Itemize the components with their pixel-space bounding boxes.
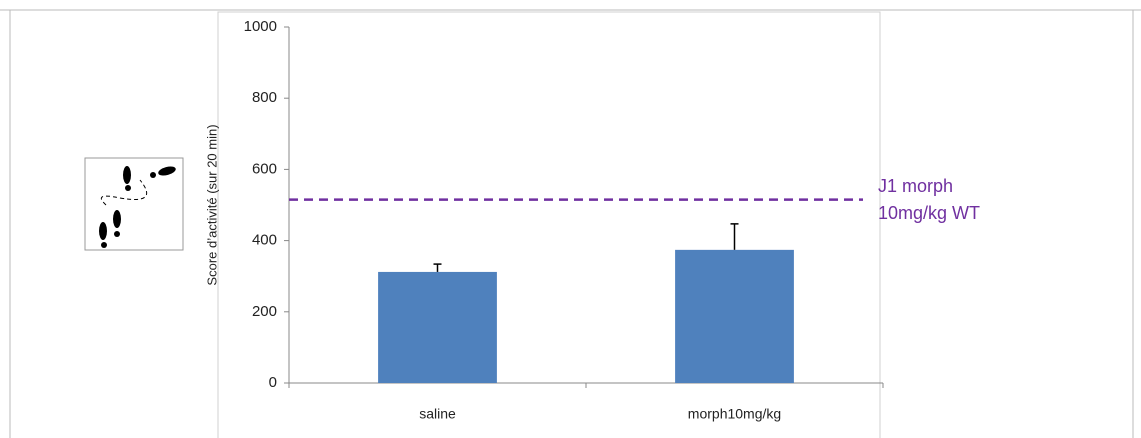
y-tick-label: 400 <box>252 232 277 249</box>
bar <box>378 271 497 383</box>
error-bar <box>433 263 442 272</box>
annotation: 10mg/kg WT <box>878 203 980 223</box>
x-tick-label: saline <box>419 406 456 422</box>
y-tick-label: 0 <box>269 374 277 391</box>
error-bar <box>730 223 739 250</box>
footprint-icon <box>84 157 184 251</box>
x-tick-label: morph10mg/kg <box>688 406 781 422</box>
annotation: J1 morph <box>878 176 953 196</box>
y-tick-label: 200 <box>252 303 277 320</box>
y-tick-label: 1000 <box>244 18 277 35</box>
y-tick-label: 800 <box>252 89 277 106</box>
bar <box>675 249 794 383</box>
y-axis-label: Score d’activité (sur 20 min) <box>204 124 219 285</box>
y-tick-label: 600 <box>252 160 277 177</box>
